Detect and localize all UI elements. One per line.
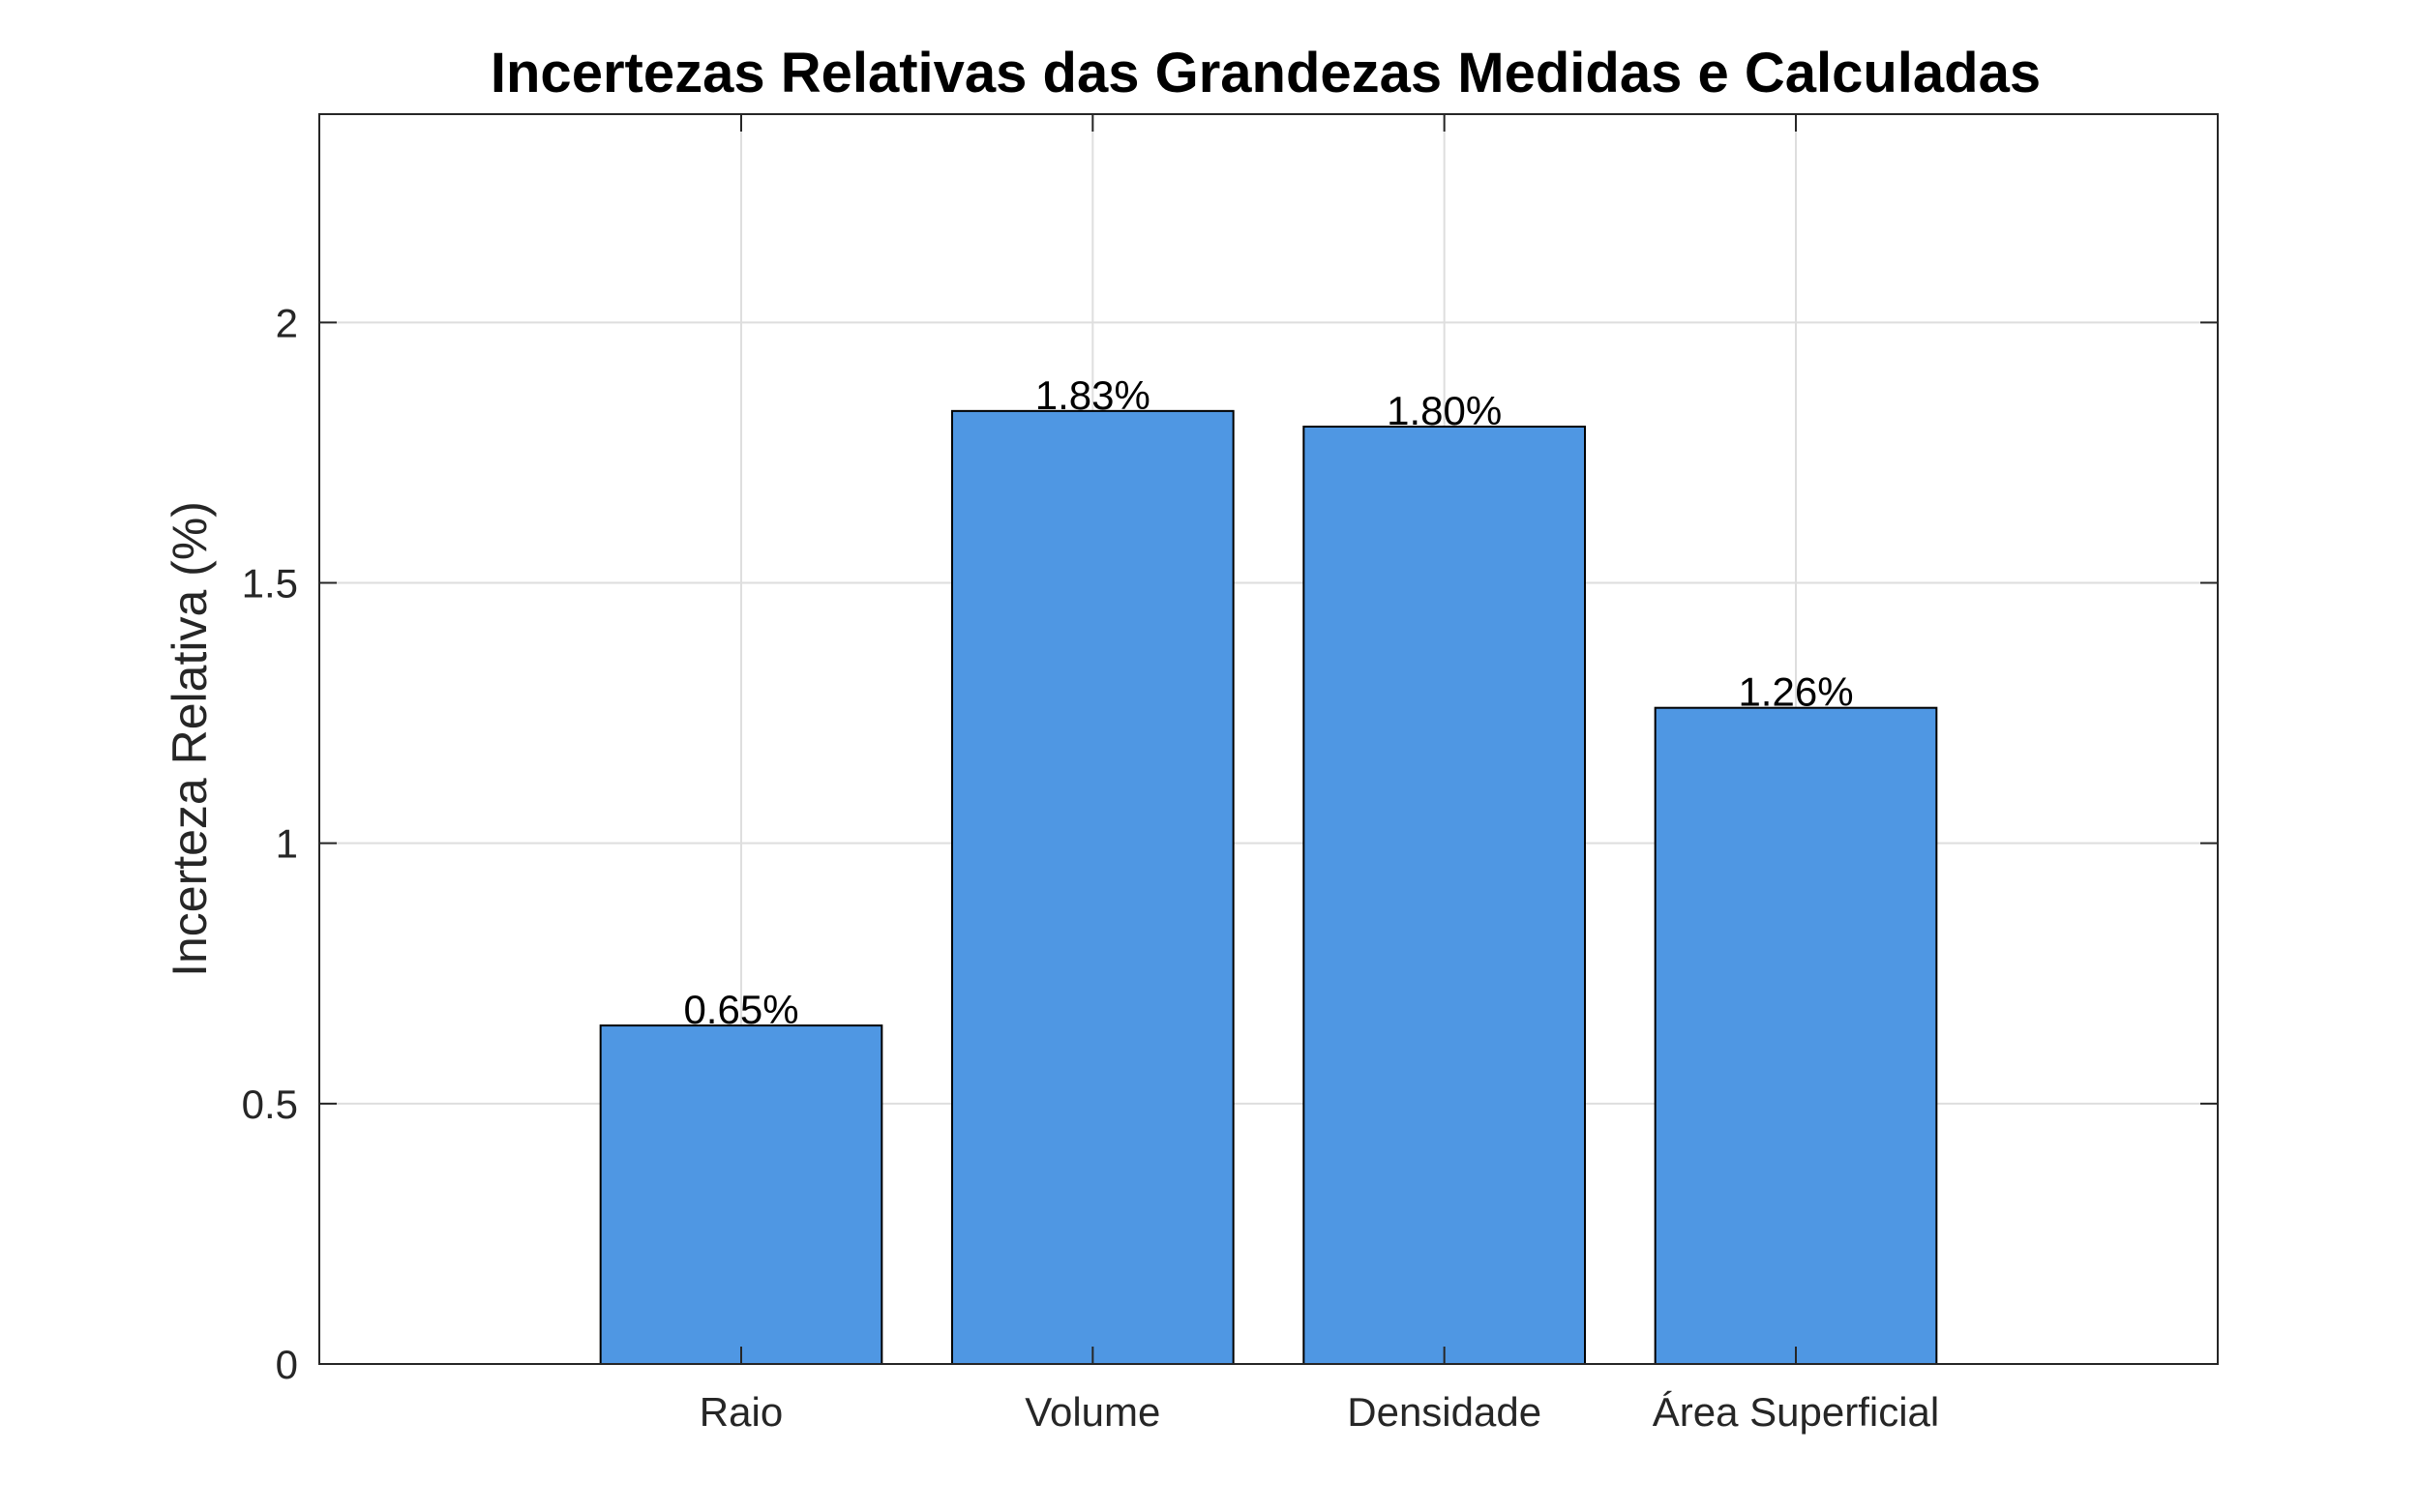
bar-2	[951, 409, 1235, 1366]
bar-value-label: 1.26%	[1738, 669, 1853, 715]
bar-value-label: 0.65%	[683, 987, 798, 1032]
bar-value-label: 1.80%	[1387, 388, 1502, 433]
y-tick-label: 1	[276, 821, 298, 867]
y-axis-label: Incerteza Relativa (%)	[163, 501, 217, 977]
label-layer: 0 0.5 1 1.5 2 Raio 0.65% Volume 1.83% Densidade 1.…	[242, 300, 1940, 1435]
bar-layer	[599, 409, 1938, 1366]
plot-area-frame	[318, 113, 2219, 1365]
chart-title: Incertezas Relativas das Grandezas Medid…	[491, 42, 2041, 104]
y-tick-label: 1.5	[242, 561, 298, 607]
bar-1	[599, 1024, 883, 1366]
y-tick-label: 0	[276, 1342, 298, 1387]
x-tick-label: Raio	[700, 1389, 783, 1435]
bar-value-label: 1.83%	[1035, 372, 1150, 418]
y-tick-label: 0.5	[242, 1082, 298, 1127]
tick-layer	[319, 114, 2218, 1365]
x-tick-label: Volume	[1025, 1389, 1160, 1435]
bar-4	[1654, 706, 1938, 1365]
bar-3	[1302, 426, 1587, 1365]
x-tick-label: Densidade	[1347, 1389, 1541, 1435]
y-tick-label: 2	[276, 300, 298, 345]
x-tick-label: Área Superficial	[1653, 1389, 1939, 1435]
